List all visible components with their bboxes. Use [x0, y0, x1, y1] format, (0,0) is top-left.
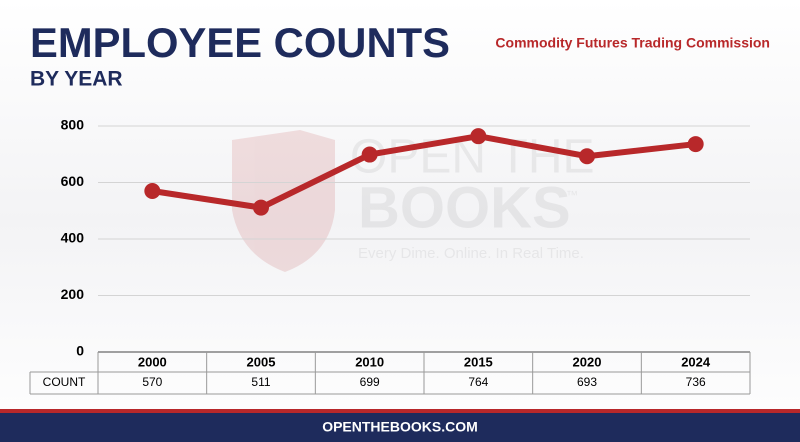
data-line — [151, 133, 697, 211]
value-label: 693 — [577, 375, 597, 389]
y-tick-label: 400 — [61, 230, 85, 246]
watermark: OPEN THE BOOKS ™ Every Dime. Online. In … — [232, 130, 595, 272]
data-point — [361, 146, 378, 163]
y-tick-label: 200 — [61, 286, 85, 302]
agency-name: Commodity Futures Trading Commission — [495, 35, 770, 51]
value-label: 511 — [251, 375, 270, 389]
x-tick-label: 2010 — [355, 354, 384, 369]
x-tick-label: 2000 — [138, 354, 167, 369]
footer-text: OPENTHEBOOKS.COM — [322, 419, 478, 435]
data-point — [253, 199, 269, 216]
y-tick-label: 800 — [61, 117, 85, 133]
footer-band — [0, 413, 800, 442]
value-label: 736 — [686, 375, 706, 389]
footer-stripe — [0, 409, 800, 413]
x-tick-label: 2024 — [681, 354, 711, 369]
x-tick-label: 2020 — [573, 354, 602, 369]
row-label: COUNT — [43, 375, 86, 389]
x-tick-label: 2005 — [247, 354, 276, 369]
data-point — [470, 128, 487, 145]
x-tick-label: 2015 — [464, 354, 493, 369]
data-point — [687, 136, 704, 153]
y-tick-label: 600 — [61, 173, 85, 189]
data-point — [579, 148, 595, 165]
watermark-text: Every Dime. Online. In Real Time. — [358, 245, 584, 262]
value-label: 764 — [468, 375, 488, 389]
watermark-shield — [232, 130, 335, 272]
chart-subtitle: BY YEAR — [30, 68, 123, 91]
data-point — [144, 182, 161, 199]
watermark-text: ™ — [566, 188, 578, 202]
value-label: 699 — [360, 375, 380, 389]
y-tick-label: 0 — [76, 343, 84, 359]
value-label: 570 — [142, 375, 162, 389]
watermark-text: BOOKS — [358, 175, 571, 240]
chart-title: EMPLOYEE COUNTS — [30, 19, 450, 66]
